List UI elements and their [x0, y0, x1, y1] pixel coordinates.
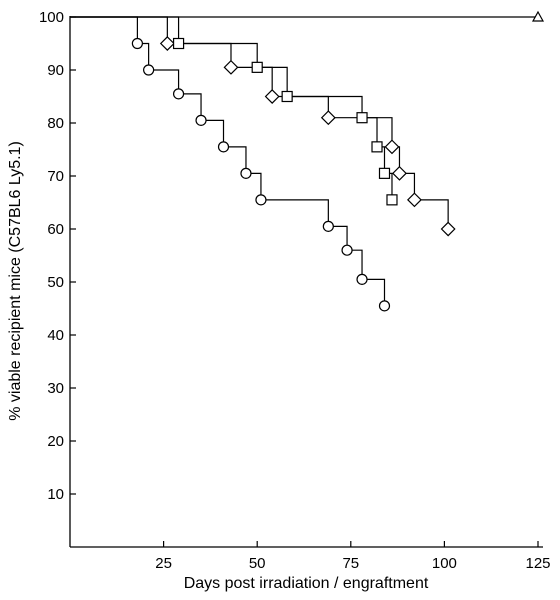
circle-marker	[240, 167, 252, 179]
x-tick-label: 25	[155, 555, 172, 572]
diamond-marker	[223, 59, 239, 75]
square-marker	[356, 112, 368, 124]
circle-marker	[378, 300, 391, 312]
survival-markers	[131, 10, 545, 312]
diamond-marker	[406, 192, 422, 208]
circle-marker	[255, 194, 267, 206]
square-marker	[281, 90, 293, 103]
axes	[69, 16, 543, 548]
triangle-marker	[531, 10, 545, 22]
circle-series-line	[70, 16, 386, 306]
square-marker	[378, 167, 391, 179]
y-tick-label: 20	[47, 433, 64, 450]
y-tick-label: 60	[47, 221, 64, 238]
x-tick-label: 100	[432, 555, 457, 572]
y-tick-label: 80	[47, 115, 64, 132]
circle-marker	[143, 64, 155, 76]
circle-marker	[322, 220, 334, 232]
circle-marker	[172, 88, 185, 100]
diamond-marker	[320, 110, 336, 126]
y-tick-label: 100	[39, 9, 64, 26]
diamond-marker	[392, 165, 407, 181]
x-tick-label: 75	[342, 555, 359, 572]
circle-marker	[195, 114, 207, 126]
survival-curves	[70, 16, 538, 306]
circle-marker	[341, 244, 353, 256]
square-marker	[251, 61, 263, 73]
y-tick-label: 70	[47, 168, 64, 185]
square-series-line	[70, 16, 393, 200]
square-marker	[371, 141, 383, 153]
circle-marker	[131, 37, 143, 50]
diamond-marker	[440, 221, 456, 237]
square-marker	[386, 194, 398, 206]
x-tick-label: 50	[249, 555, 266, 572]
y-tick-label: 90	[47, 62, 64, 79]
diamond-marker	[264, 89, 280, 104]
circle-marker	[356, 273, 368, 285]
x-tick-label: 125	[525, 555, 550, 572]
diamond-marker	[159, 36, 175, 51]
y-axis-title: % viable recipient mice (C57BL6 Ly5.1)	[7, 141, 24, 421]
x-axis-title: Days post irradiation / engraftment	[184, 575, 429, 592]
circle-marker	[217, 141, 230, 153]
y-tick-label: 30	[47, 380, 64, 397]
ticks: 25 50 75 100 125 10 20 30 40 50 60 70 80 90 100	[39, 9, 551, 572]
diamond-marker	[384, 139, 400, 155]
y-tick-label: 40	[47, 327, 64, 344]
y-tick-label: 10	[47, 486, 64, 503]
square-marker	[172, 37, 185, 50]
y-tick-label: 50	[47, 274, 64, 291]
